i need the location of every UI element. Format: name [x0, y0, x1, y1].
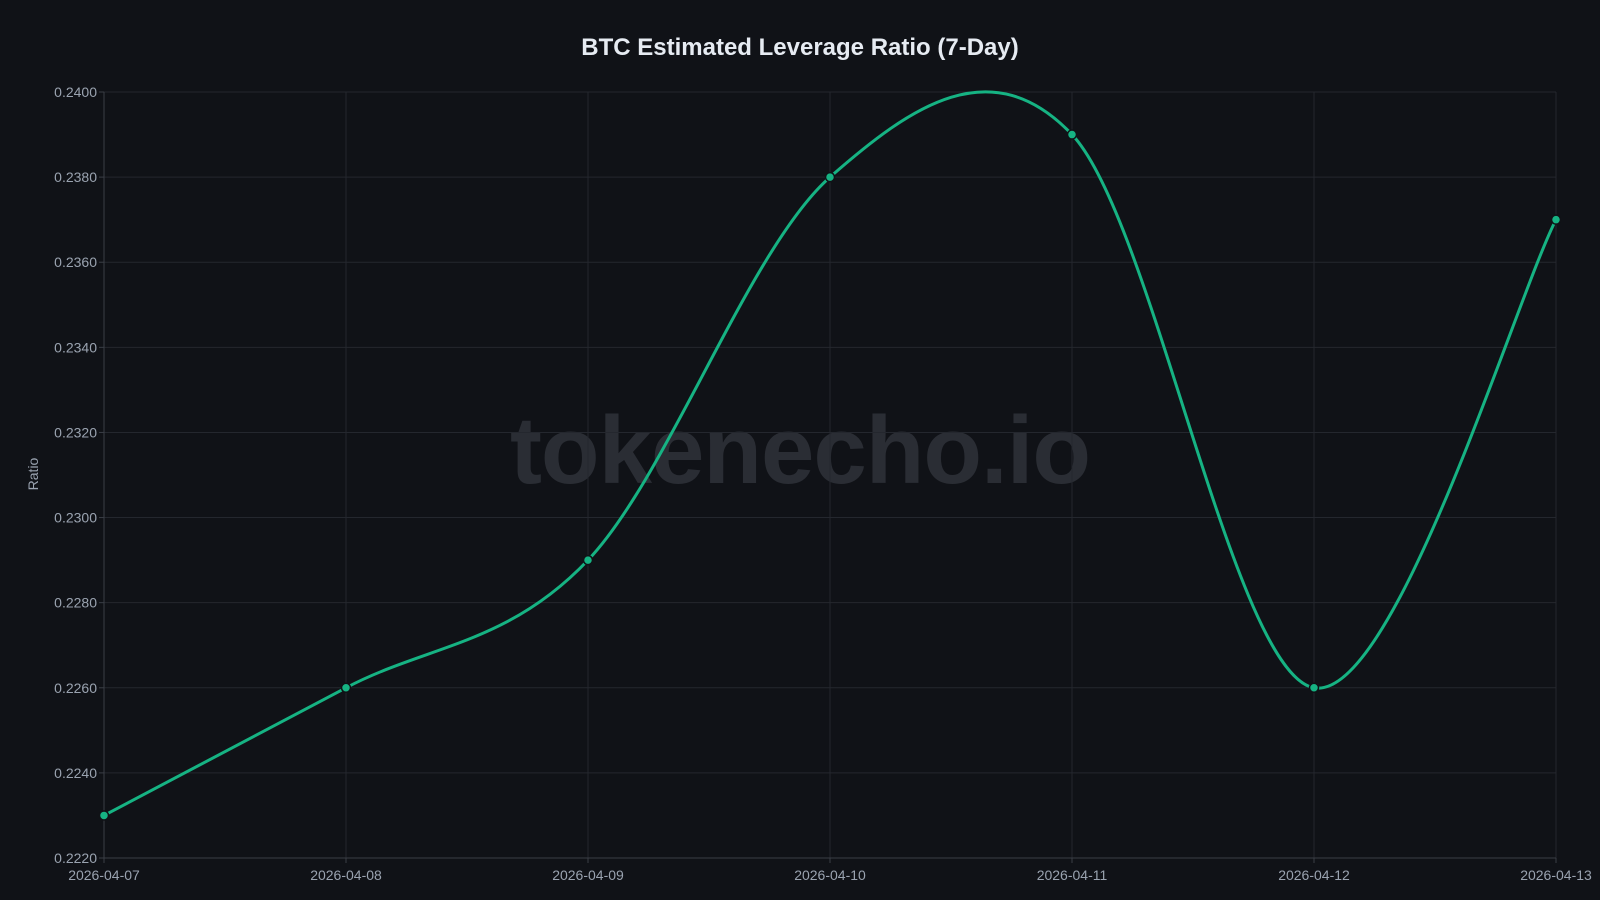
data-point[interactable] — [1066, 129, 1078, 140]
y-axis-label: Ratio — [25, 457, 41, 490]
grid-lines — [103, 91, 1557, 859]
y-tick-label: 0.2380 — [54, 169, 97, 185]
x-tick-label: 2026-04-10 — [794, 867, 866, 883]
data-points — [98, 129, 1562, 821]
y-tick-label: 0.2300 — [54, 510, 97, 526]
x-tick-label: 2026-04-13 — [1520, 867, 1592, 883]
data-point[interactable] — [824, 171, 836, 183]
x-tick-label: 2026-04-09 — [552, 867, 624, 883]
y-tick-label: 0.2220 — [54, 850, 97, 866]
data-point[interactable] — [1308, 682, 1320, 694]
data-point[interactable] — [98, 810, 110, 821]
axes — [99, 91, 1557, 863]
y-tick-label: 0.2340 — [54, 339, 97, 355]
y-tick-label: 0.2280 — [54, 595, 97, 611]
data-point[interactable] — [582, 554, 594, 566]
y-tick-label: 0.2320 — [54, 424, 97, 440]
series-line — [103, 90, 1558, 817]
x-tick-label: 2026-04-12 — [1278, 867, 1350, 883]
x-tick-label: 2026-04-08 — [310, 867, 382, 883]
y-tick-label: 0.2360 — [54, 254, 97, 270]
chart-title: BTC Estimated Leverage Ratio (7-Day) — [581, 34, 1019, 61]
x-tick-label: 2026-04-07 — [68, 867, 140, 883]
y-axis-ticks: 0.2400 0.2380 0.2360 0.2340 0.2320 0.2300 0.22… — [54, 84, 97, 866]
y-tick-label: 0.2260 — [54, 680, 97, 696]
x-axis-ticks: 2026-04-07 2026-04-08 2026-04-09 2026-04-10… — [68, 867, 1592, 883]
data-point[interactable] — [340, 682, 352, 694]
x-tick-label: 2026-04-11 — [1037, 867, 1108, 883]
y-tick-label: 0.2400 — [54, 84, 97, 100]
data-point[interactable] — [1550, 214, 1562, 225]
y-tick-label: 0.2240 — [54, 765, 97, 781]
